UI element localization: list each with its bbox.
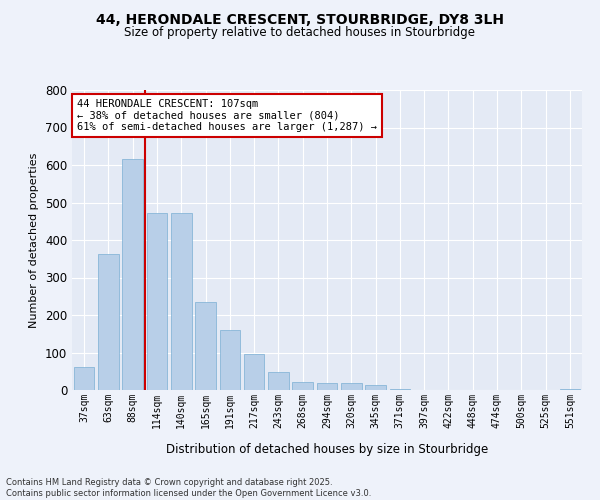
Y-axis label: Number of detached properties: Number of detached properties — [29, 152, 40, 328]
Bar — [317, 383, 337, 390]
Text: Contains HM Land Registry data © Crown copyright and database right 2025.
Contai: Contains HM Land Registry data © Crown c… — [6, 478, 371, 498]
Bar — [560, 389, 580, 390]
Bar — [74, 367, 94, 390]
Text: 44 HERONDALE CRESCENT: 107sqm
← 38% of detached houses are smaller (804)
61% of : 44 HERONDALE CRESCENT: 107sqm ← 38% of d… — [77, 99, 377, 132]
Text: Distribution of detached houses by size in Stourbridge: Distribution of detached houses by size … — [166, 442, 488, 456]
Bar — [244, 354, 265, 390]
Bar — [220, 330, 240, 390]
Bar — [146, 213, 167, 390]
Text: 44, HERONDALE CRESCENT, STOURBRIDGE, DY8 3LH: 44, HERONDALE CRESCENT, STOURBRIDGE, DY8… — [96, 12, 504, 26]
Bar — [171, 213, 191, 390]
Bar — [365, 385, 386, 390]
Bar — [292, 382, 313, 390]
Text: Size of property relative to detached houses in Stourbridge: Size of property relative to detached ho… — [125, 26, 476, 39]
Bar — [98, 254, 119, 390]
Bar — [389, 389, 410, 390]
Bar — [341, 383, 362, 390]
Bar — [195, 302, 216, 390]
Bar — [122, 158, 143, 390]
Bar — [268, 372, 289, 390]
